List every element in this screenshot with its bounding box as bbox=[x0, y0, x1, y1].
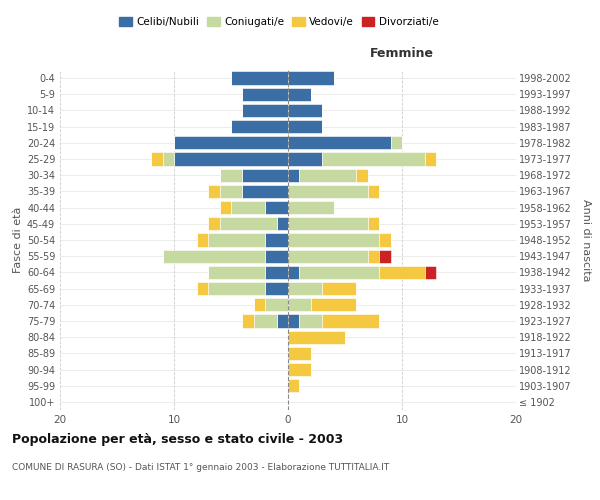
Bar bbox=[220, 168, 242, 182]
Y-axis label: Fasce di età: Fasce di età bbox=[13, 207, 23, 273]
Bar bbox=[277, 314, 288, 328]
Bar bbox=[425, 152, 436, 166]
Bar bbox=[231, 201, 265, 214]
Bar bbox=[299, 314, 322, 328]
Bar bbox=[265, 266, 288, 279]
Bar bbox=[208, 217, 220, 230]
Bar bbox=[265, 282, 288, 295]
Bar bbox=[231, 120, 288, 134]
Bar bbox=[242, 168, 288, 182]
Bar bbox=[379, 234, 391, 246]
Y-axis label: Anni di nascita: Anni di nascita bbox=[581, 198, 591, 281]
Bar bbox=[254, 298, 265, 312]
Bar bbox=[299, 168, 356, 182]
Bar bbox=[288, 88, 311, 101]
Bar bbox=[288, 379, 299, 392]
Bar bbox=[356, 168, 368, 182]
Bar bbox=[379, 266, 425, 279]
Bar bbox=[277, 217, 288, 230]
Bar bbox=[208, 234, 265, 246]
Bar bbox=[391, 136, 402, 149]
Bar bbox=[242, 185, 288, 198]
Bar bbox=[288, 314, 299, 328]
Bar bbox=[197, 282, 208, 295]
Bar bbox=[265, 201, 288, 214]
Bar bbox=[288, 136, 391, 149]
Bar bbox=[254, 314, 277, 328]
Bar bbox=[288, 104, 322, 117]
Bar bbox=[288, 363, 311, 376]
Bar bbox=[368, 250, 379, 263]
Bar bbox=[288, 217, 368, 230]
Bar bbox=[242, 88, 288, 101]
Bar bbox=[288, 234, 379, 246]
Bar bbox=[208, 185, 220, 198]
Bar bbox=[174, 152, 288, 166]
Bar bbox=[379, 250, 391, 263]
Legend: Celibi/Nubili, Coniugati/e, Vedovi/e, Divorziati/e: Celibi/Nubili, Coniugati/e, Vedovi/e, Di… bbox=[116, 14, 442, 30]
Bar bbox=[368, 217, 379, 230]
Bar bbox=[288, 266, 299, 279]
Bar bbox=[288, 152, 322, 166]
Bar bbox=[242, 104, 288, 117]
Text: Femmine: Femmine bbox=[370, 47, 434, 60]
Bar bbox=[288, 330, 345, 344]
Bar bbox=[265, 298, 288, 312]
Bar bbox=[208, 282, 265, 295]
Bar bbox=[311, 298, 356, 312]
Bar bbox=[231, 72, 288, 85]
Bar bbox=[197, 234, 208, 246]
Text: Popolazione per età, sesso e stato civile - 2003: Popolazione per età, sesso e stato civil… bbox=[12, 432, 343, 446]
Bar bbox=[322, 152, 425, 166]
Bar bbox=[163, 152, 174, 166]
Bar bbox=[288, 346, 311, 360]
Bar bbox=[220, 201, 231, 214]
Bar bbox=[288, 250, 368, 263]
Bar bbox=[288, 185, 368, 198]
Bar bbox=[368, 185, 379, 198]
Bar bbox=[151, 152, 163, 166]
Text: COMUNE DI RASURA (SO) - Dati ISTAT 1° gennaio 2003 - Elaborazione TUTTITALIA.IT: COMUNE DI RASURA (SO) - Dati ISTAT 1° ge… bbox=[12, 463, 389, 472]
Bar bbox=[242, 314, 254, 328]
Bar bbox=[299, 266, 379, 279]
Bar bbox=[322, 282, 356, 295]
Bar bbox=[288, 298, 311, 312]
Bar bbox=[174, 136, 288, 149]
Bar bbox=[220, 217, 277, 230]
Bar bbox=[288, 120, 322, 134]
Bar bbox=[265, 234, 288, 246]
Bar bbox=[288, 72, 334, 85]
Bar bbox=[425, 266, 436, 279]
Bar bbox=[163, 250, 265, 263]
Bar bbox=[208, 266, 265, 279]
Bar bbox=[288, 168, 299, 182]
Bar bbox=[220, 185, 242, 198]
Bar bbox=[288, 282, 322, 295]
Bar bbox=[288, 201, 334, 214]
Bar bbox=[265, 250, 288, 263]
Bar bbox=[322, 314, 379, 328]
